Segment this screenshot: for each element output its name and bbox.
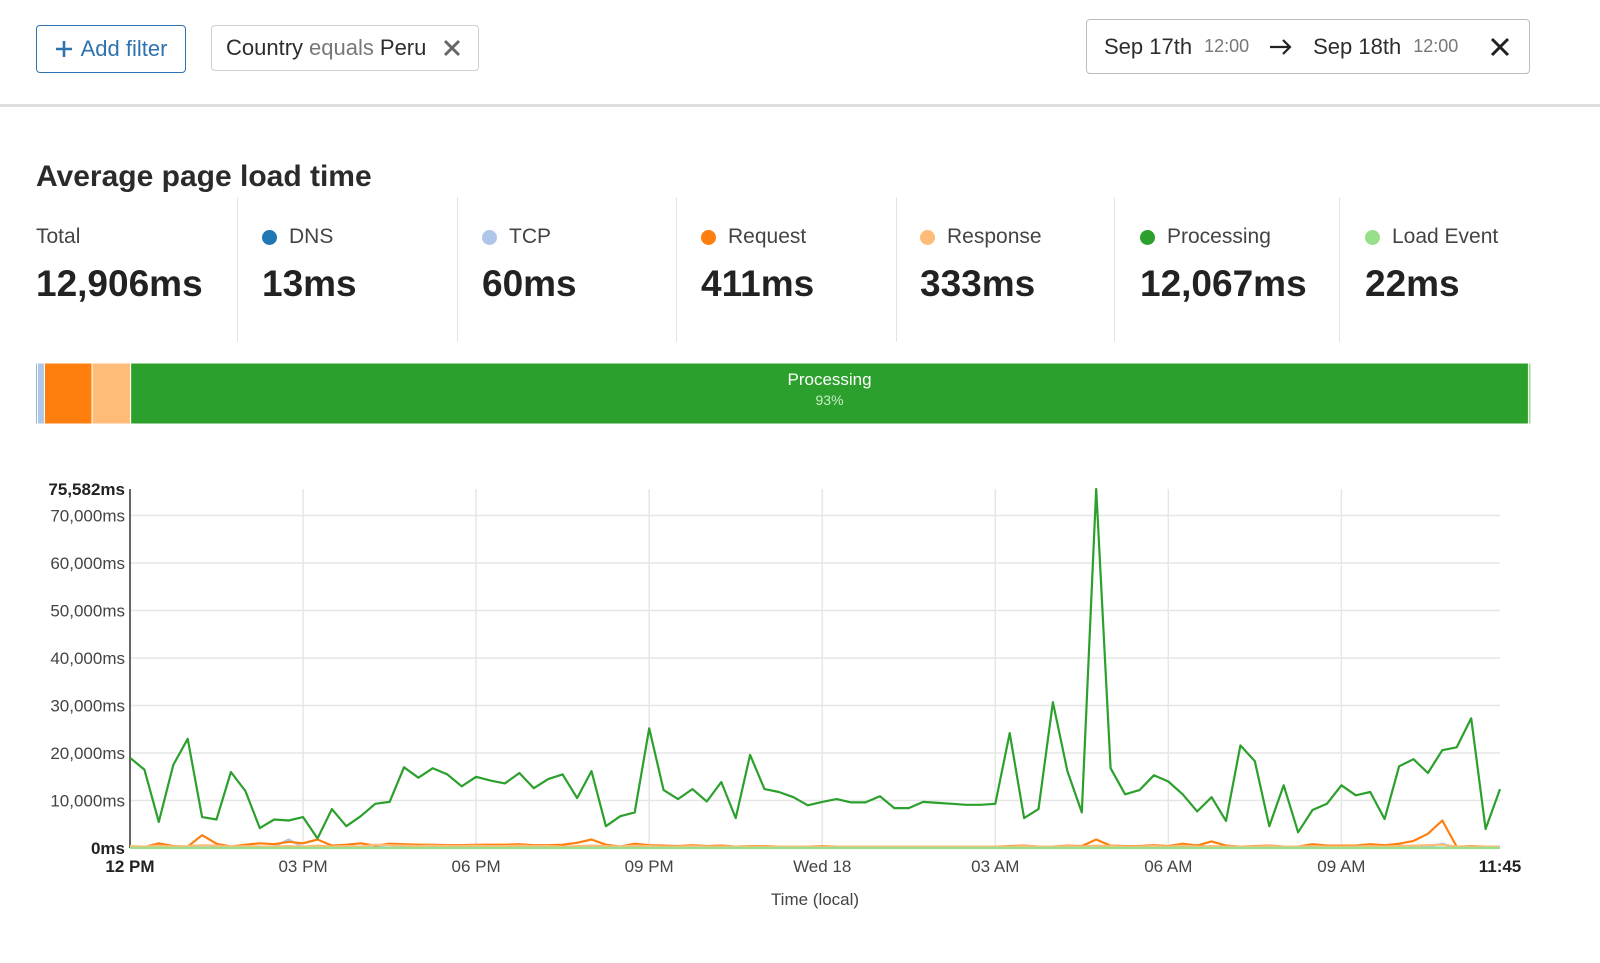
breakdown-segment (43, 362, 93, 425)
divider (896, 197, 897, 342)
metric-name: Response (947, 225, 1042, 248)
x-axis-title: Time (local) (771, 890, 859, 909)
end-time: 12:00 (1413, 36, 1459, 56)
segment-percent: 93% (816, 392, 844, 408)
metric-label: Total (36, 225, 80, 249)
remove-filter-icon[interactable] (442, 38, 462, 58)
metric-value: 411ms (701, 263, 815, 304)
y-tick-label: 75,582ms (48, 480, 125, 499)
series-line (129, 819, 1500, 849)
x-tick-label: 06 AM (1144, 857, 1192, 876)
y-tick-label: 0ms (91, 839, 125, 858)
y-tick-label: 20,000ms (50, 744, 125, 763)
metric-value: 22ms (1365, 263, 1460, 304)
metric-name: Load Event (1392, 225, 1499, 248)
metric-name: TCP (509, 225, 551, 248)
metric-label: DNS (262, 225, 333, 249)
metric-name: Request (728, 225, 807, 248)
segment-label: Processing (787, 370, 871, 389)
start-time: 12:00 (1204, 36, 1250, 56)
x-tick-label: 12 PM (105, 857, 154, 876)
metric-label: TCP (482, 225, 551, 249)
y-tick-label: 30,000ms (50, 697, 125, 716)
legend-dot (1140, 229, 1155, 245)
arrow-icon (1270, 38, 1292, 55)
metric-name: Total (36, 225, 81, 248)
chart: Processing 93% 0ms 10,000ms 20,000ms 30,000ms… (35, 362, 1532, 909)
metric-label: Response (920, 225, 1042, 249)
metric-value: 60ms (482, 263, 577, 304)
metric-value: 13ms (262, 263, 357, 304)
series-line (129, 843, 1500, 848)
metric-value: 333ms (920, 263, 1036, 304)
date-range[interactable]: Sep 17th 12:00 Sep 18th 12:00 (1086, 19, 1530, 74)
breakdown-segment (130, 362, 1529, 425)
legend-dot (1365, 229, 1380, 245)
x-tick-label: 09 AM (1317, 857, 1365, 876)
metric-label: Load Event (1365, 225, 1498, 249)
breakdown-segment (37, 362, 45, 425)
divider (1114, 197, 1115, 342)
metric-label: Request (701, 225, 806, 249)
divider (1339, 197, 1340, 342)
add-filter-label: Add filter (80, 36, 168, 61)
filter-chip[interactable]: Country equals Peru (211, 25, 479, 71)
divider (457, 197, 458, 342)
y-tick-label: 10,000ms (50, 792, 125, 811)
filter-operator: equals (309, 35, 374, 60)
metric-name: DNS (289, 225, 334, 248)
breakdown-segment (1527, 362, 1532, 425)
metric-value: 12,906ms (36, 263, 203, 304)
legend-dot (482, 229, 497, 245)
y-tick-label: 70,000ms (50, 507, 125, 526)
x-tick-label: 09 PM (625, 857, 674, 876)
metric-label: Processing (1140, 225, 1271, 249)
legend-dot (920, 229, 935, 245)
legend-dot (262, 229, 277, 245)
divider (237, 197, 238, 342)
metric-name: Processing (1167, 225, 1271, 248)
top-bar (0, 0, 1600, 107)
series-line (129, 487, 1502, 840)
filter-field: Country (226, 35, 304, 60)
clear-date-icon[interactable] (1490, 37, 1510, 57)
x-tick-label: 11:45 (1479, 857, 1522, 876)
filter-value: Peru (379, 35, 427, 60)
x-tick-label: Wed 18 (793, 857, 851, 876)
x-tick-label: 03 AM (971, 857, 1019, 876)
y-tick-label: 60,000ms (50, 554, 125, 573)
y-tick-label: 50,000ms (50, 602, 125, 621)
y-tick-label: 40,000ms (50, 649, 125, 668)
plus-icon (55, 41, 72, 57)
x-tick-label: 03 PM (278, 857, 327, 876)
metric-value: 12,067ms (1140, 263, 1307, 304)
x-tick-label: 06 PM (452, 857, 501, 876)
start-date: Sep 17th (1104, 33, 1193, 59)
section-title: Average page load time (36, 160, 372, 193)
divider (676, 197, 677, 342)
add-filter-button[interactable]: Add filter (36, 25, 186, 73)
breakdown-segment (91, 362, 132, 425)
legend-dot (701, 229, 716, 245)
end-date: Sep 18th (1313, 33, 1402, 59)
